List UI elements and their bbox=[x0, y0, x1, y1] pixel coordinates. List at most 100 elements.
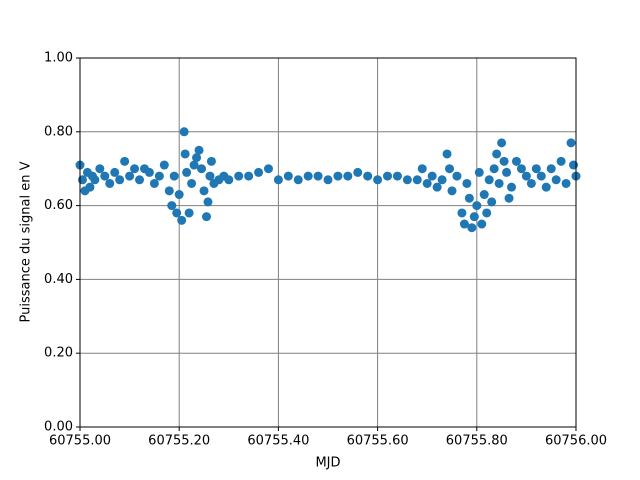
data-point bbox=[467, 223, 477, 233]
data-point bbox=[201, 212, 211, 222]
data-point bbox=[472, 201, 482, 211]
data-point bbox=[452, 171, 462, 181]
x-tick-label: 60755.40 bbox=[247, 434, 309, 449]
data-point bbox=[313, 171, 323, 181]
data-point bbox=[546, 164, 556, 174]
data-point bbox=[459, 219, 469, 229]
data-point bbox=[179, 127, 189, 137]
data-point bbox=[135, 175, 145, 185]
data-point bbox=[203, 197, 213, 207]
y-tick-label: 0.00 bbox=[44, 420, 73, 435]
data-point bbox=[432, 182, 442, 192]
data-point bbox=[457, 208, 467, 218]
data-point bbox=[333, 171, 343, 181]
data-point bbox=[273, 175, 283, 185]
data-point bbox=[199, 186, 209, 196]
data-point bbox=[254, 167, 264, 177]
data-point bbox=[551, 175, 561, 185]
data-point bbox=[392, 171, 402, 181]
data-point bbox=[159, 160, 169, 170]
plot-frame bbox=[79, 57, 577, 428]
data-point bbox=[224, 175, 234, 185]
data-point bbox=[507, 182, 517, 192]
y-tick-label: 1.00 bbox=[44, 51, 73, 66]
data-point bbox=[105, 178, 115, 188]
data-point bbox=[343, 171, 353, 181]
data-point bbox=[293, 175, 303, 185]
data-point bbox=[482, 208, 492, 218]
data-point bbox=[541, 182, 551, 192]
data-point bbox=[511, 156, 521, 166]
data-point bbox=[244, 171, 254, 181]
data-point bbox=[184, 208, 194, 218]
data-point bbox=[504, 193, 514, 203]
data-point bbox=[77, 175, 87, 185]
data-point bbox=[566, 138, 576, 148]
data-point bbox=[521, 171, 531, 181]
data-point bbox=[474, 167, 484, 177]
data-point bbox=[154, 171, 164, 181]
x-tick-label: 60755.00 bbox=[49, 434, 111, 449]
data-point bbox=[234, 171, 244, 181]
data-point bbox=[442, 149, 452, 159]
data-point bbox=[110, 167, 120, 177]
data-point bbox=[144, 167, 154, 177]
data-point bbox=[417, 164, 427, 174]
data-point bbox=[445, 164, 455, 174]
data-point bbox=[437, 175, 447, 185]
data-point bbox=[100, 171, 110, 181]
y-axis-label: Puissance du signal en V bbox=[19, 161, 34, 322]
data-point bbox=[206, 156, 216, 166]
data-point bbox=[182, 167, 192, 177]
data-point bbox=[125, 171, 135, 181]
data-point bbox=[177, 215, 187, 225]
data-point bbox=[469, 212, 479, 222]
data-point bbox=[464, 193, 474, 203]
data-point bbox=[487, 197, 497, 207]
y-tick-label: 0.20 bbox=[44, 346, 73, 361]
y-tick-label: 0.60 bbox=[44, 198, 73, 213]
y-tick-label: 0.80 bbox=[44, 124, 73, 139]
data-point bbox=[499, 156, 509, 166]
data-point bbox=[130, 164, 140, 174]
y-tick-label: 0.40 bbox=[44, 272, 73, 287]
data-point bbox=[194, 145, 204, 155]
data-point bbox=[561, 178, 571, 188]
data-point bbox=[412, 175, 422, 185]
data-point bbox=[526, 178, 536, 188]
data-point bbox=[536, 171, 546, 181]
data-point bbox=[90, 175, 100, 185]
x-tick-label: 60755.80 bbox=[446, 434, 508, 449]
data-point bbox=[353, 167, 363, 177]
data-point bbox=[447, 186, 457, 196]
data-point bbox=[323, 175, 333, 185]
data-point bbox=[484, 175, 494, 185]
data-point bbox=[120, 156, 130, 166]
data-point bbox=[263, 164, 273, 174]
data-point bbox=[427, 171, 437, 181]
data-point bbox=[85, 182, 95, 192]
data-point bbox=[197, 164, 207, 174]
data-point bbox=[164, 186, 174, 196]
data-point bbox=[205, 171, 215, 181]
data-point bbox=[303, 171, 313, 181]
data-point bbox=[516, 164, 526, 174]
data-point bbox=[502, 167, 512, 177]
data-point bbox=[422, 178, 432, 188]
data-point bbox=[556, 156, 566, 166]
data-point bbox=[373, 175, 383, 185]
data-point bbox=[569, 160, 579, 170]
data-point bbox=[477, 219, 487, 229]
data-point bbox=[497, 138, 507, 148]
x-tick-label: 60755.60 bbox=[347, 434, 409, 449]
data-point bbox=[462, 178, 472, 188]
data-point bbox=[383, 171, 393, 181]
data-point bbox=[187, 178, 197, 188]
data-point bbox=[189, 160, 199, 170]
x-tick-label: 60755.20 bbox=[148, 434, 210, 449]
data-point bbox=[479, 190, 489, 200]
data-point bbox=[531, 164, 541, 174]
data-point bbox=[363, 171, 373, 181]
data-point bbox=[95, 164, 105, 174]
